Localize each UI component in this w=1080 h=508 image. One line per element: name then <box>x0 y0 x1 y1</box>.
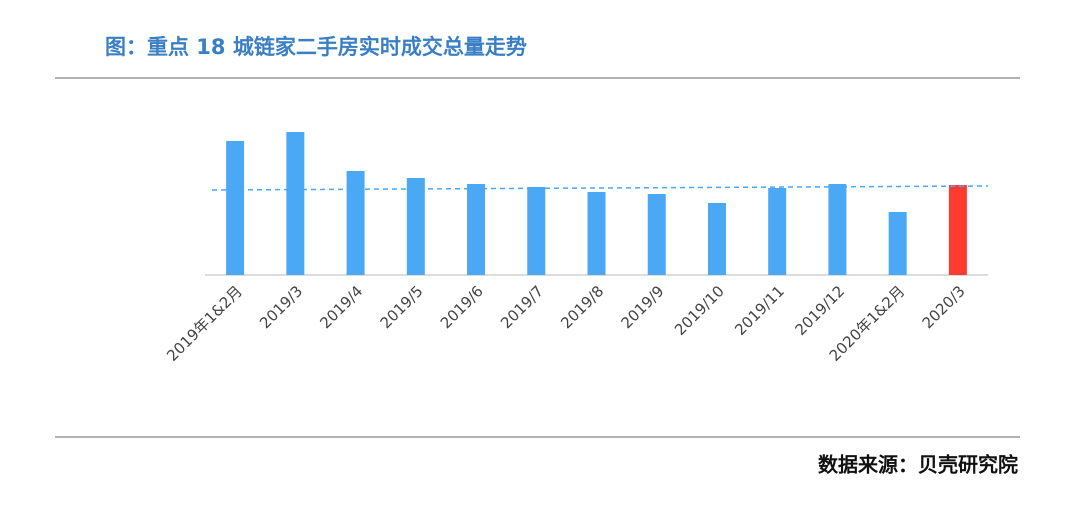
x-tick-label: 2019/5 <box>377 282 427 332</box>
x-tick-label: 2019/9 <box>618 282 668 332</box>
bar <box>467 184 486 275</box>
x-tick-label: 2020/3 <box>919 282 969 332</box>
bar <box>527 187 546 275</box>
source: 数据来源：贝壳研究院 <box>818 453 1018 477</box>
x-tick-label: 2019/8 <box>557 282 607 332</box>
bar <box>286 132 305 275</box>
bar <box>226 141 245 275</box>
x-tick-label: 2019/4 <box>316 282 366 332</box>
chart-title: 图：重点 18 城链家二手房实时成交总量走势 <box>105 35 527 59</box>
x-tick-label: 2019年1&2月 <box>163 282 246 365</box>
x-tick-label: 2019/10 <box>671 282 728 339</box>
bar <box>406 178 425 275</box>
x-tick-label: 2019/12 <box>791 282 848 339</box>
x-tick-label: 2019/11 <box>731 282 788 339</box>
bar <box>768 188 787 275</box>
x-tick-label: 2019/6 <box>437 282 487 332</box>
bar <box>888 212 907 275</box>
bar <box>707 203 726 275</box>
bar <box>587 192 606 275</box>
bar <box>346 171 365 275</box>
bar <box>647 194 666 275</box>
trend-line <box>211 185 989 191</box>
x-tick-label: 2019/7 <box>497 282 547 332</box>
bar <box>828 184 847 275</box>
bar <box>948 185 967 275</box>
x-tick-label: 2019/3 <box>256 282 306 332</box>
